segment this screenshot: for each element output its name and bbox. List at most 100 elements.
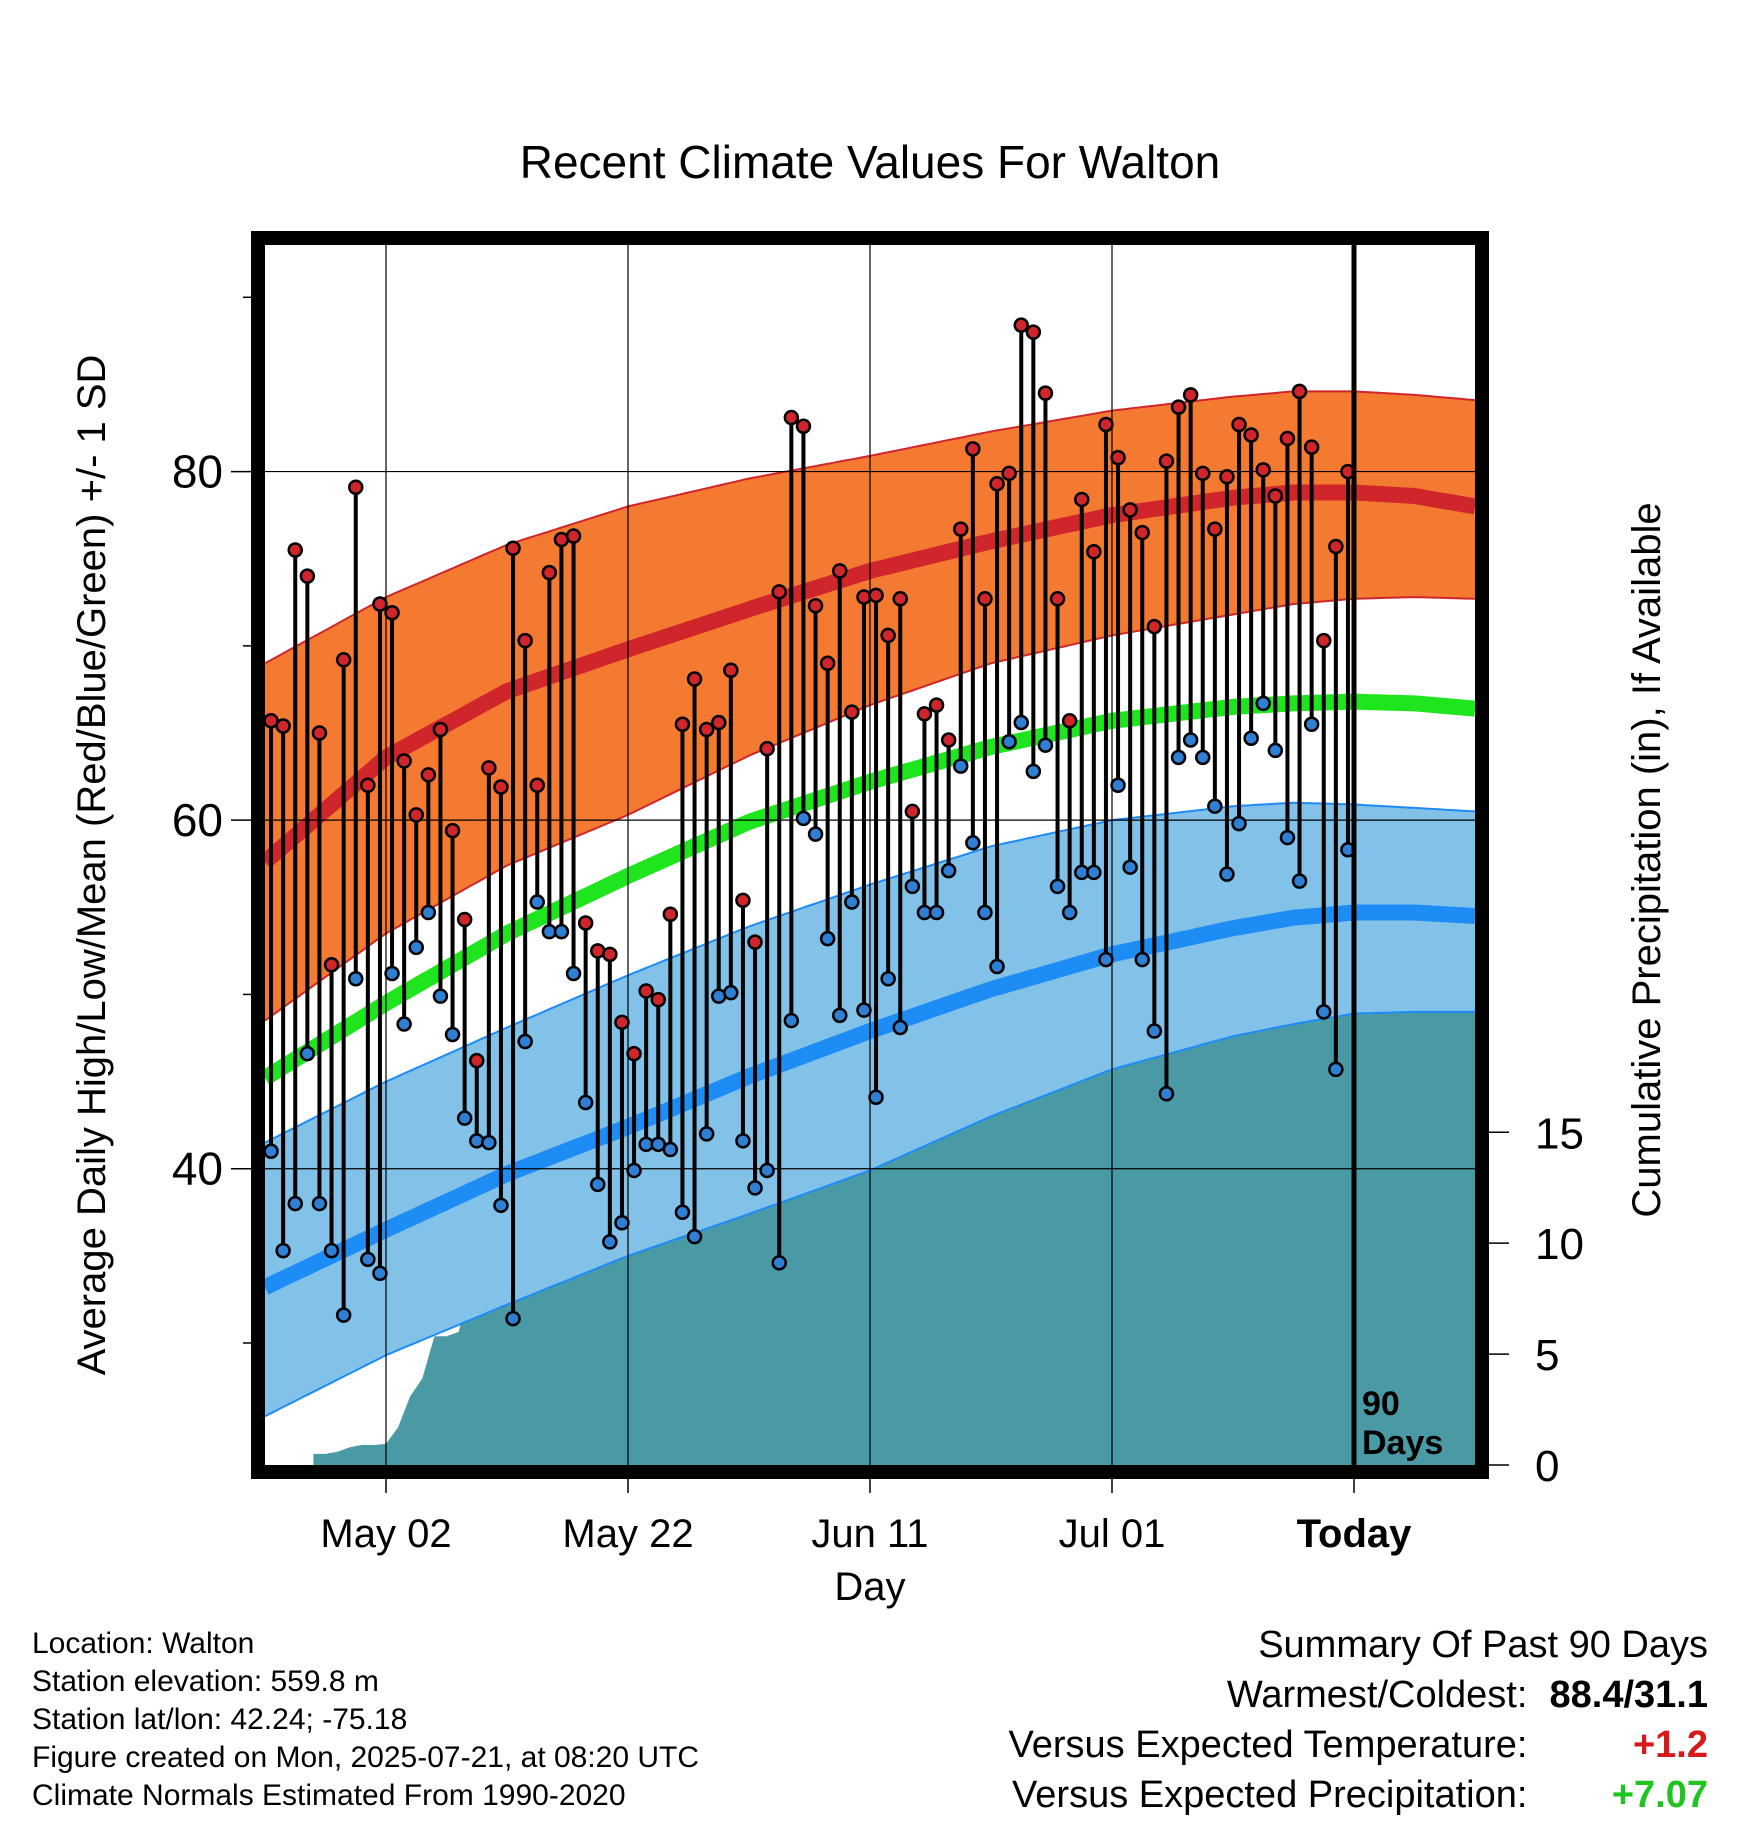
- obs-high-point: [735, 892, 751, 909]
- obs-high-point: [384, 604, 400, 621]
- obs-high-point: [1291, 383, 1308, 400]
- latlon-text: Station lat/lon: 42.24; -75.18: [32, 1703, 408, 1736]
- obs-high-point: [650, 991, 666, 1008]
- x-axis-label: Day: [834, 1565, 905, 1609]
- obs-high-point: [759, 740, 775, 757]
- obs-low-point: [723, 984, 739, 1001]
- obs-low-point: [965, 835, 981, 851]
- obs-low-point: [1146, 1023, 1163, 1039]
- x-tick-label: Jul 01: [1059, 1512, 1166, 1556]
- obs-low-point: [553, 923, 570, 940]
- obs-high-point: [1195, 465, 1211, 482]
- obs-high-point: [807, 598, 824, 614]
- obs-low-point: [360, 1251, 376, 1268]
- obs-high-point: [795, 418, 812, 435]
- today-marker-label-days: Days: [1362, 1424, 1443, 1462]
- x-tick-label: May 02: [320, 1512, 451, 1556]
- obs-high-point: [1110, 449, 1126, 466]
- elevation-text: Station elevation: 559.8 m: [32, 1665, 379, 1698]
- obs-high-point: [1255, 462, 1271, 478]
- obs-low-point: [1158, 1086, 1175, 1102]
- high-sd-band: [265, 391, 1475, 1021]
- obs-high-point: [989, 476, 1005, 492]
- obs-low-point: [735, 1133, 751, 1149]
- obs-low-point: [844, 894, 860, 910]
- obs-high-point: [698, 721, 715, 738]
- obs-high-point: [493, 779, 509, 795]
- obs-low-point: [698, 1126, 715, 1142]
- obs-high-point: [1243, 427, 1259, 443]
- obs-high-point: [1328, 538, 1344, 555]
- obs-high-point: [287, 542, 303, 558]
- obs-low-point: [674, 1204, 691, 1221]
- x-tick-label: May 22: [562, 1512, 693, 1556]
- obs-high-point: [348, 479, 364, 496]
- x-tick-label: Today: [1297, 1512, 1413, 1556]
- obs-low-point: [493, 1197, 509, 1214]
- obs-high-point: [335, 652, 352, 668]
- obs-high-point: [1158, 453, 1175, 469]
- obs-low-point: [626, 1162, 642, 1179]
- obs-low-point: [928, 904, 945, 921]
- obs-high-point: [577, 915, 594, 931]
- obs-low-point: [420, 904, 437, 921]
- obs-high-point: [1316, 632, 1332, 649]
- x-tick-label: Jun 11: [811, 1512, 928, 1556]
- summary-panel: Summary Of Past 90 Days Warmest/Coldest:…: [1009, 1620, 1708, 1820]
- obs-low-point: [299, 1045, 316, 1062]
- obs-low-point: [989, 958, 1005, 975]
- obs-low-point: [1025, 763, 1042, 780]
- obs-high-point: [505, 540, 521, 557]
- obs-high-point: [892, 591, 908, 607]
- obs-low-point: [1061, 904, 1078, 921]
- obs-high-point: [408, 807, 424, 823]
- obs-high-point: [1074, 491, 1090, 508]
- obs-high-point: [517, 632, 533, 649]
- obs-low-point: [1207, 798, 1223, 814]
- obs-high-point: [832, 563, 848, 579]
- obs-low-point: [759, 1162, 775, 1179]
- obs-low-point: [1098, 951, 1114, 968]
- obs-high-point: [1267, 488, 1284, 504]
- precip-anomaly-label: Versus Expected Precipitation:: [1012, 1774, 1528, 1816]
- obs-low-point: [408, 939, 424, 956]
- obs-high-point: [396, 753, 412, 769]
- y-tick-label-40: 40: [172, 1143, 223, 1195]
- obs-high-point: [1025, 324, 1042, 340]
- obs-low-point: [940, 862, 957, 879]
- obs-low-point: [1267, 742, 1284, 759]
- obs-low-point: [1328, 1061, 1344, 1078]
- obs-high-point: [1303, 439, 1320, 455]
- obs-high-point: [1231, 416, 1247, 433]
- obs-low-point: [807, 826, 824, 842]
- today-marker-label-days-count: 90: [1362, 1385, 1400, 1423]
- obs-low-point: [1255, 695, 1271, 712]
- obs-low-point: [977, 904, 993, 921]
- obs-low-point: [614, 1214, 630, 1231]
- obs-high-point: [940, 732, 957, 748]
- summary-warmest-coldest-row: Warmest/Coldest: 88.4/31.1: [1009, 1670, 1708, 1720]
- obs-low-point: [444, 1026, 461, 1043]
- y2-tick-label-10: 10: [1535, 1220, 1584, 1269]
- obs-low-point: [311, 1195, 328, 1212]
- obs-low-point: [1316, 1004, 1332, 1020]
- obs-high-point: [1086, 543, 1102, 560]
- obs-low-point: [662, 1141, 679, 1158]
- obs-low-point: [565, 965, 582, 982]
- obs-high-point: [311, 725, 328, 741]
- obs-low-point: [1049, 878, 1066, 895]
- obs-high-point: [432, 721, 449, 738]
- obs-high-point: [1013, 317, 1029, 333]
- obs-low-point: [1134, 951, 1150, 968]
- obs-low-point: [771, 1255, 787, 1271]
- obs-high-point: [275, 718, 291, 734]
- chart-title: Recent Climate Values For Walton: [520, 136, 1221, 188]
- y2-axis-label: Cumulative Precipitation (in), If Availa…: [1625, 502, 1669, 1217]
- obs-low-point: [1195, 749, 1211, 766]
- obs-low-point: [602, 1234, 618, 1250]
- obs-high-point: [541, 564, 558, 581]
- obs-high-point: [1219, 469, 1235, 485]
- location-text: Location: Walton: [32, 1627, 255, 1660]
- obs-low-point: [892, 1019, 908, 1036]
